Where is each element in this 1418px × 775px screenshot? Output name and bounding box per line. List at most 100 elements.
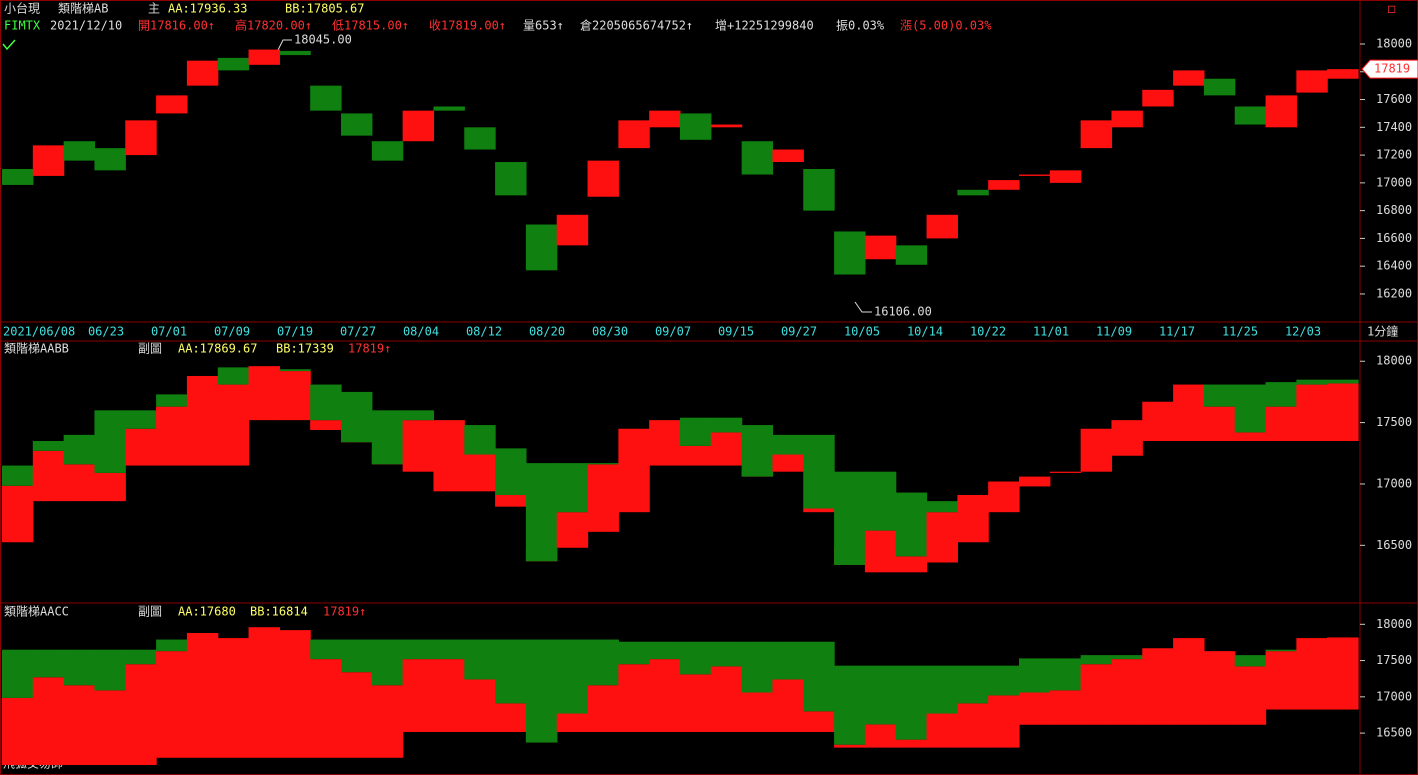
bb-fill (587, 685, 619, 733)
bb-fill (402, 659, 435, 733)
panel-bb: BB:16814 (250, 605, 308, 619)
aa-fill (895, 492, 928, 557)
aa-fill (741, 641, 774, 693)
high-label: 18045.00 (294, 33, 352, 47)
bb-fill (556, 713, 589, 733)
aa-fill (310, 639, 342, 660)
change: 漲(5.00)0.03% (900, 19, 992, 33)
panel-sub: 副圖 (138, 342, 162, 356)
aa-fill (94, 410, 126, 473)
aa-fill (556, 463, 589, 513)
aa-fill (371, 639, 404, 686)
bb-fill (1111, 659, 1143, 725)
high: 高17820.00↑ (235, 18, 312, 33)
bb-fill (926, 713, 958, 748)
bb-fill (926, 512, 958, 563)
aa-fill (464, 639, 496, 680)
y-tick-label: 17500 (1376, 415, 1412, 429)
study: 類階梯AB (58, 1, 108, 16)
step-bar (433, 106, 465, 111)
symbol: 小台現 (4, 1, 40, 16)
aa-fill (957, 665, 989, 704)
bb-fill (741, 692, 774, 733)
date-label: 11/01 (1033, 325, 1069, 339)
aa-fill (1111, 655, 1143, 660)
y-tick-label: 17500 (1376, 653, 1412, 667)
bb-fill (94, 690, 126, 766)
date-label: 08/12 (466, 325, 502, 339)
aa-fill (341, 639, 373, 673)
aa-fill (402, 639, 435, 660)
aa-fill (525, 463, 558, 562)
aa-fill (926, 665, 958, 714)
aa-fill (1327, 379, 1359, 384)
aa-fill (125, 649, 157, 665)
aa-fill (988, 665, 1020, 696)
step-bar (32, 145, 65, 176)
volume: 量653↑ (523, 19, 564, 33)
aa-fill (1265, 649, 1297, 652)
aa-fill (1080, 655, 1113, 665)
bb-fill (1327, 383, 1359, 442)
bb-fill (495, 703, 527, 733)
bb-fill (957, 703, 989, 748)
bb-fill (1049, 690, 1082, 725)
bb-fill (1142, 401, 1174, 442)
main: 主 (148, 2, 160, 16)
aa-fill (1203, 384, 1236, 407)
aa-fill (279, 369, 311, 372)
date-label: 12/03 (1285, 325, 1321, 339)
y-tick-label: 16500 (1376, 726, 1412, 740)
bb-fill (371, 685, 404, 758)
bb-fill (957, 495, 989, 543)
bb-fill (864, 724, 897, 748)
aa-fill (1049, 658, 1082, 691)
date-label: 2021/06/08 (3, 325, 75, 339)
bb-fill (803, 508, 835, 513)
aa-fill (834, 471, 866, 565)
step-bar (1234, 106, 1267, 125)
step-bar (556, 214, 589, 246)
bb-fill (125, 664, 157, 766)
step-bar (125, 120, 157, 156)
bb-fill (1173, 638, 1205, 725)
step-bar (217, 57, 250, 71)
bb-fill (1203, 651, 1236, 725)
bb-fill (1019, 476, 1051, 487)
step-bar (2, 168, 34, 185)
y-tick-label: 16500 (1376, 538, 1412, 552)
bb-fill (63, 685, 96, 766)
bb-fill (680, 674, 712, 733)
bb-fill (1296, 384, 1328, 442)
step-bar (279, 50, 311, 56)
step-bar (186, 60, 219, 86)
aa-fill (464, 425, 496, 455)
step-bar (156, 95, 188, 114)
date-label: 10/22 (970, 325, 1006, 339)
window-icon[interactable]: □ (1388, 2, 1395, 16)
step-bar (63, 141, 96, 161)
bb-fill (217, 384, 250, 466)
aa-fill (587, 463, 619, 465)
check-icon (2, 39, 16, 51)
date-label: 08/30 (592, 325, 628, 339)
step-bar (1049, 170, 1082, 183)
last-price-tag (1361, 59, 1418, 79)
aa-fill (371, 410, 404, 465)
aa-fill (495, 448, 527, 496)
aa-fill (864, 665, 897, 725)
y-tick-label: 17400 (1376, 120, 1412, 134)
aa-fill (32, 649, 65, 678)
aa-fill (556, 639, 589, 714)
bb-fill (1111, 420, 1143, 456)
bb-fill (248, 627, 280, 758)
aa-fill (156, 639, 188, 652)
bb-fill (1049, 471, 1082, 473)
bb-fill (63, 464, 96, 502)
step-bar (310, 85, 342, 111)
date-label: 10/14 (907, 325, 943, 339)
low: 低17815.00↑ (332, 19, 409, 33)
aa-fill (402, 410, 435, 421)
bb-fill (156, 651, 188, 758)
bb-fill (1327, 637, 1359, 710)
